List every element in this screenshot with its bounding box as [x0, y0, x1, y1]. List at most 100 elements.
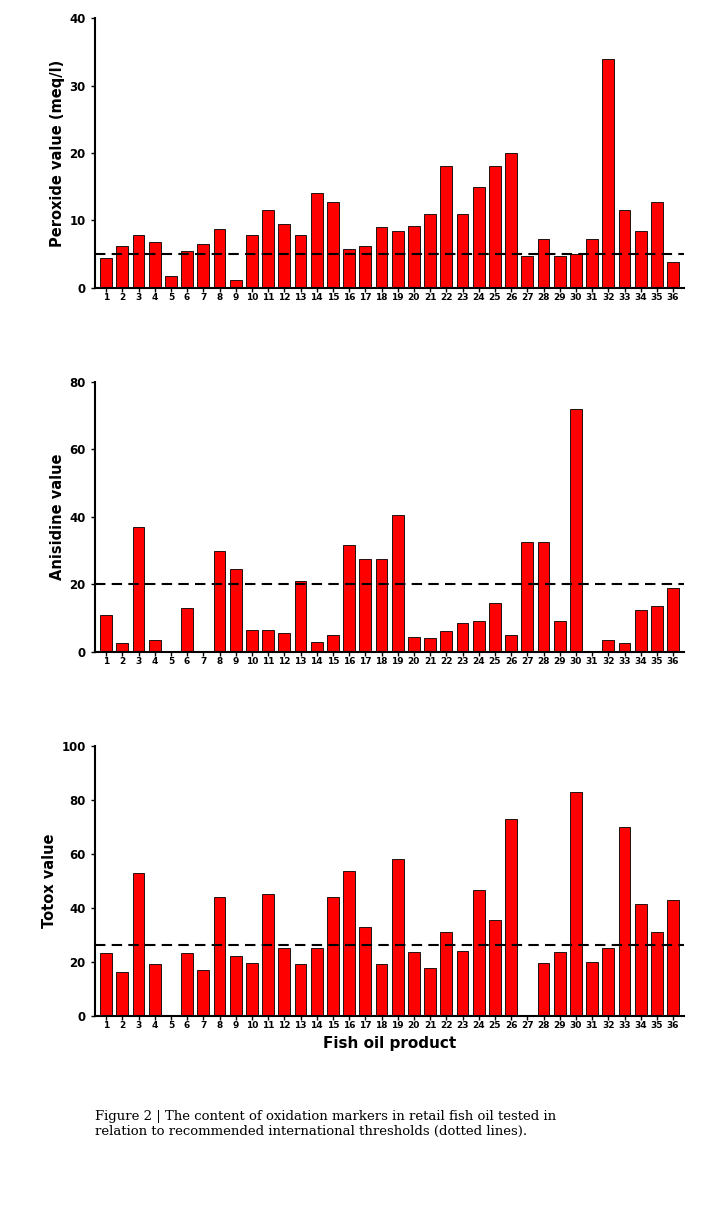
Bar	[618, 210, 630, 288]
Bar	[651, 606, 663, 652]
Bar	[327, 896, 339, 1016]
X-axis label: Fish oil product: Fish oil product	[323, 1035, 456, 1051]
Bar	[213, 228, 225, 288]
Bar	[376, 227, 388, 288]
Bar	[149, 242, 161, 288]
Bar	[230, 957, 241, 1016]
Bar	[359, 927, 371, 1016]
Bar	[473, 621, 484, 652]
Bar	[635, 610, 647, 652]
Bar	[505, 819, 517, 1016]
Bar	[618, 826, 630, 1016]
Bar	[376, 559, 388, 652]
Bar	[311, 641, 322, 652]
Bar	[554, 256, 566, 288]
Bar	[117, 246, 128, 288]
Bar	[197, 970, 209, 1016]
Bar	[263, 894, 274, 1016]
Bar	[133, 872, 145, 1016]
Bar	[586, 239, 598, 288]
Bar	[263, 629, 274, 652]
Bar	[117, 972, 128, 1016]
Bar	[570, 254, 582, 288]
Bar	[651, 202, 663, 288]
Bar	[359, 246, 371, 288]
Bar	[668, 900, 679, 1016]
Bar	[181, 953, 193, 1016]
Bar	[181, 251, 193, 288]
Bar	[246, 629, 258, 652]
Bar	[311, 193, 322, 288]
Bar	[149, 640, 161, 652]
Text: Figure 2 | The content of oxidation markers in retail fish oil tested in
relatio: Figure 2 | The content of oxidation mark…	[95, 1110, 556, 1138]
Bar	[359, 559, 371, 652]
Bar	[376, 964, 388, 1016]
Bar	[602, 948, 614, 1016]
Bar	[133, 236, 145, 288]
Bar	[213, 551, 225, 652]
Bar	[408, 637, 420, 652]
Bar	[635, 904, 647, 1016]
Bar	[343, 546, 355, 652]
Bar	[554, 952, 566, 1016]
Bar	[522, 256, 533, 288]
Bar	[522, 542, 533, 652]
Bar	[538, 542, 550, 652]
Bar	[408, 226, 420, 288]
Bar	[295, 964, 306, 1016]
Bar	[263, 210, 274, 288]
Bar	[424, 214, 436, 288]
Bar	[538, 239, 550, 288]
Bar	[489, 603, 501, 652]
Bar	[440, 632, 452, 652]
Bar	[668, 587, 679, 652]
Bar	[246, 963, 258, 1016]
Bar	[181, 608, 193, 652]
Bar	[538, 963, 550, 1016]
Bar	[213, 896, 225, 1016]
Bar	[149, 964, 161, 1016]
Bar	[165, 275, 177, 288]
Bar	[279, 633, 290, 652]
Bar	[311, 948, 322, 1016]
Bar	[505, 635, 517, 652]
Bar	[279, 948, 290, 1016]
Bar	[457, 951, 468, 1016]
Bar	[100, 953, 112, 1016]
Bar	[668, 262, 679, 288]
Bar	[440, 167, 452, 288]
Bar	[197, 244, 209, 288]
Bar	[230, 569, 241, 652]
Bar	[133, 527, 145, 652]
Bar	[117, 644, 128, 652]
Bar	[505, 153, 517, 288]
Bar	[295, 236, 306, 288]
Y-axis label: Totox value: Totox value	[42, 834, 57, 928]
Bar	[570, 791, 582, 1016]
Bar	[100, 257, 112, 288]
Bar	[440, 931, 452, 1016]
Bar	[295, 581, 306, 652]
Y-axis label: Anisidine value: Anisidine value	[51, 453, 65, 580]
Bar	[457, 214, 468, 288]
Bar	[570, 410, 582, 652]
Bar	[618, 644, 630, 652]
Bar	[408, 952, 420, 1016]
Bar	[554, 621, 566, 652]
Bar	[602, 58, 614, 288]
Bar	[100, 615, 112, 652]
Bar	[424, 969, 436, 1016]
Bar	[489, 167, 501, 288]
Bar	[489, 919, 501, 1016]
Bar	[327, 202, 339, 288]
Bar	[230, 280, 241, 288]
Bar	[602, 640, 614, 652]
Bar	[392, 515, 404, 652]
Bar	[343, 249, 355, 288]
Bar	[343, 871, 355, 1016]
Bar	[279, 223, 290, 288]
Bar	[586, 962, 598, 1016]
Bar	[635, 231, 647, 288]
Bar	[392, 859, 404, 1016]
Y-axis label: Peroxide value (meq/l): Peroxide value (meq/l)	[51, 59, 65, 246]
